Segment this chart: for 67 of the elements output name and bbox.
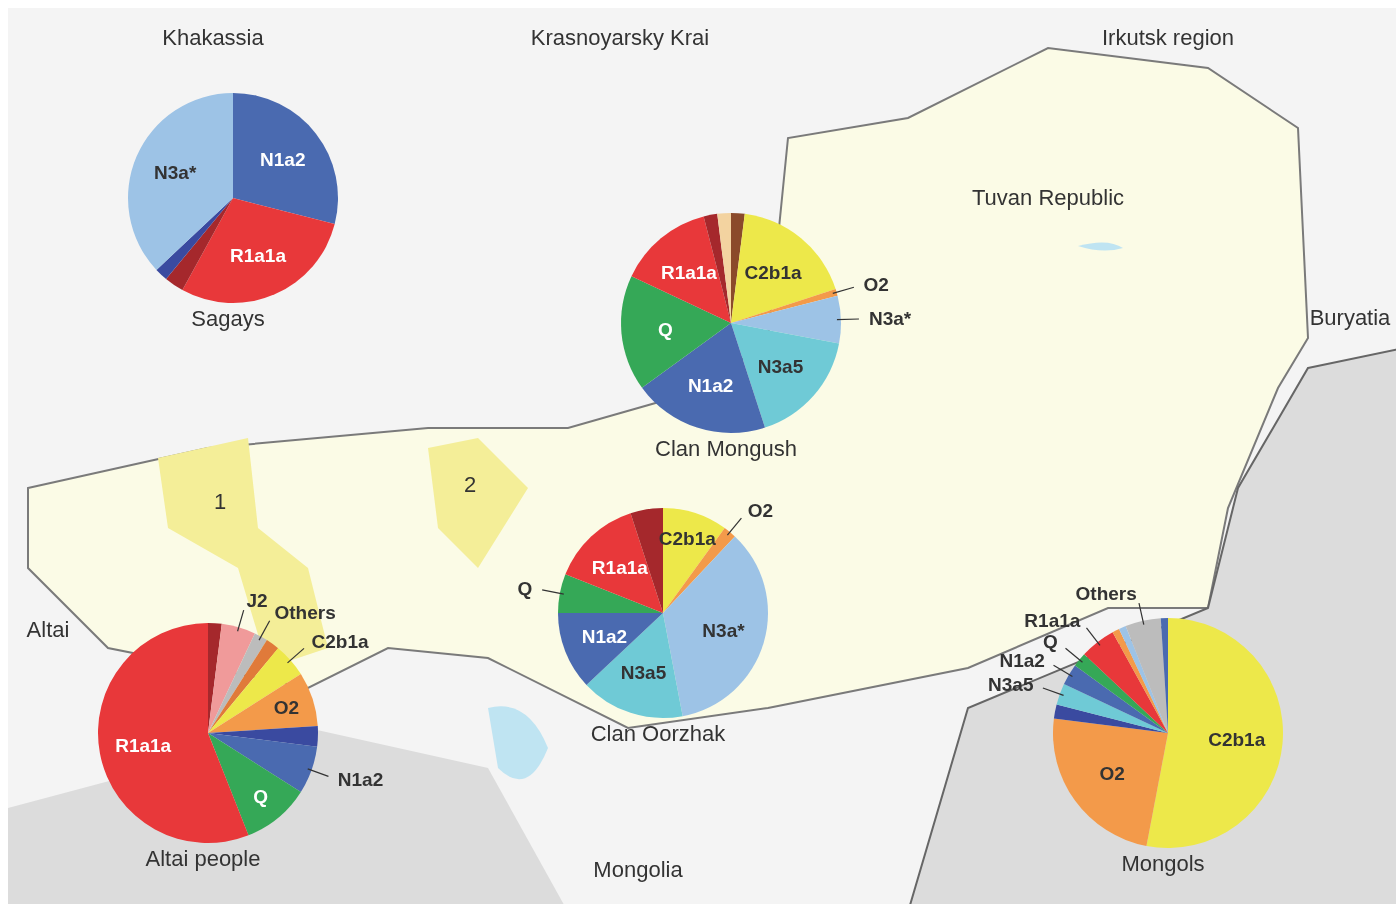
pie-slice: [208, 633, 267, 733]
slice-label: R1a1a: [1024, 609, 1081, 631]
slice-label: Q: [253, 786, 268, 808]
pie-slice: [1053, 718, 1168, 846]
slice-label: R1a1a: [230, 245, 287, 267]
pie-slice: [558, 574, 663, 613]
slice-label: O2: [1099, 763, 1125, 785]
pie-slice: [1146, 618, 1283, 848]
text: Altai people: [144, 846, 262, 872]
pie-slice: [208, 648, 301, 733]
pie-slice: [128, 93, 233, 270]
text: Krasnoyarsky Krai: [530, 25, 710, 51]
slice-label: N3a5: [757, 356, 804, 378]
pie-slice: [208, 733, 318, 792]
pie-slice: [182, 198, 335, 303]
text: Irkutsk region: [1101, 25, 1235, 51]
slice-label: Q: [657, 318, 673, 340]
slice-label: Others: [1075, 582, 1137, 604]
pie-slice: [1056, 684, 1168, 733]
text: 1: [213, 489, 227, 515]
slice-label: N1a2: [260, 148, 306, 170]
slice-label: N1a2: [687, 375, 734, 397]
slice-label: N1a2: [999, 649, 1045, 671]
slice-label: C2b1a: [744, 261, 803, 283]
slice-label: N3a*: [868, 308, 912, 330]
slice-label: Others: [274, 601, 336, 623]
slice-label: O2: [747, 500, 774, 522]
slice-label: R1a1a: [591, 556, 649, 578]
slice-label: N1a2: [581, 625, 628, 647]
slice-label: N3a*: [702, 620, 746, 642]
pie-slice: [208, 623, 255, 733]
slice-label: O2: [863, 274, 889, 295]
slice-label: N3a*: [154, 162, 197, 184]
text: Khakassia: [162, 25, 264, 51]
pie-slice: [1063, 665, 1168, 733]
slice-label: N3a5: [620, 662, 667, 684]
pie-slice: [166, 198, 233, 291]
pie-slice: [208, 733, 301, 836]
slice-label: J2: [246, 589, 268, 611]
pie-slice: [156, 198, 233, 279]
slice-label: Q: [1043, 631, 1058, 653]
text: Altai: [26, 617, 70, 643]
slice-label: R1a1a: [660, 261, 718, 283]
text: Sagays: [190, 306, 266, 332]
text: Mongols: [1120, 851, 1206, 877]
text: 2: [463, 472, 477, 498]
pie-slice: [98, 623, 249, 843]
pie-slice: [233, 93, 338, 225]
text: Mongolia: [593, 857, 683, 883]
pie-slice: [731, 295, 841, 344]
slice-label: C2b1a: [311, 631, 369, 653]
pie-slice: [1084, 632, 1168, 733]
text: Tuvan Republic: [971, 185, 1125, 211]
pie-slice: [1125, 618, 1168, 733]
pie-slice: [731, 323, 840, 428]
pie-slice: [1053, 704, 1168, 733]
text: Clan Mongush: [654, 436, 798, 462]
pie-slice: [208, 674, 318, 733]
slice-label: R1a1a: [115, 734, 172, 756]
slice-label: Q: [517, 577, 533, 599]
pie-slice: [731, 213, 836, 323]
slice-label: N1a2: [337, 769, 384, 791]
text: Buryatia: [1309, 305, 1391, 331]
slice-label: O2: [273, 697, 300, 719]
slice-label: C2b1a: [1208, 728, 1266, 750]
pie-slice: [631, 216, 731, 323]
text: Clan Oorzhak: [589, 721, 727, 747]
